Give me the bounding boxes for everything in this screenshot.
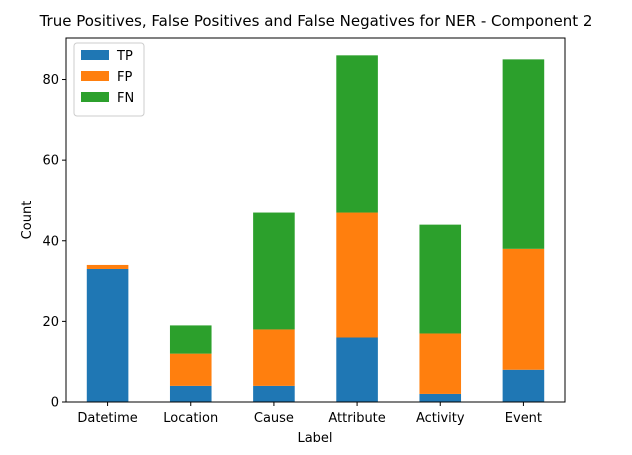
y-tick-label: 20 (42, 315, 59, 330)
bar-fp-event (502, 248, 545, 370)
x-tick-label: Location (163, 411, 218, 426)
legend-swatch-tp (81, 50, 109, 60)
x-tick-label: Event (505, 411, 542, 426)
y-axis: 0 20 40 60 80 (42, 73, 66, 411)
bar-fn-location (169, 325, 212, 354)
bar-tp-cause (253, 385, 295, 402)
bar-fp-attribute (336, 212, 378, 338)
bar-fn-event (502, 59, 545, 249)
y-tick-label: 60 (42, 154, 59, 169)
bar-tp-datetime (86, 268, 129, 402)
legend-label-tp: TP (116, 49, 133, 64)
x-tick-label: Activity (416, 411, 465, 426)
bar-fp-activity (419, 333, 462, 394)
bar-fp-datetime (86, 264, 129, 269)
y-axis-label: Count (20, 201, 35, 240)
legend-label-fp: FP (117, 70, 132, 85)
bars (86, 55, 545, 402)
x-axis-label: Label (297, 431, 332, 446)
bar-tp-activity (419, 393, 462, 402)
x-tick-label: Datetime (77, 411, 137, 426)
x-tick-label: Cause (254, 411, 294, 426)
bar-fp-location (169, 353, 212, 386)
legend: TP FP FN (73, 42, 145, 117)
bar-fp-cause (253, 329, 295, 386)
bar-tp-event (502, 369, 545, 402)
bar-fn-activity (419, 224, 462, 334)
chart-title: True Positives, False Positives and Fals… (39, 12, 593, 30)
x-tick-label: Attribute (328, 411, 385, 426)
y-tick-label: 0 (51, 396, 59, 411)
bar-tp-location (169, 385, 212, 402)
bar-fn-cause (253, 212, 295, 330)
legend-swatch-fp (81, 71, 109, 81)
plot-frame (65, 37, 566, 403)
x-axis: Datetime Location Cause Attribute Activity Ev… (77, 402, 542, 426)
bar-tp-attribute (336, 337, 378, 402)
y-tick-label: 80 (42, 73, 59, 88)
y-tick-label: 40 (42, 234, 59, 249)
bar-fn-attribute (336, 55, 378, 213)
legend-label-fn: FN (117, 91, 134, 106)
legend-swatch-fn (81, 92, 109, 102)
